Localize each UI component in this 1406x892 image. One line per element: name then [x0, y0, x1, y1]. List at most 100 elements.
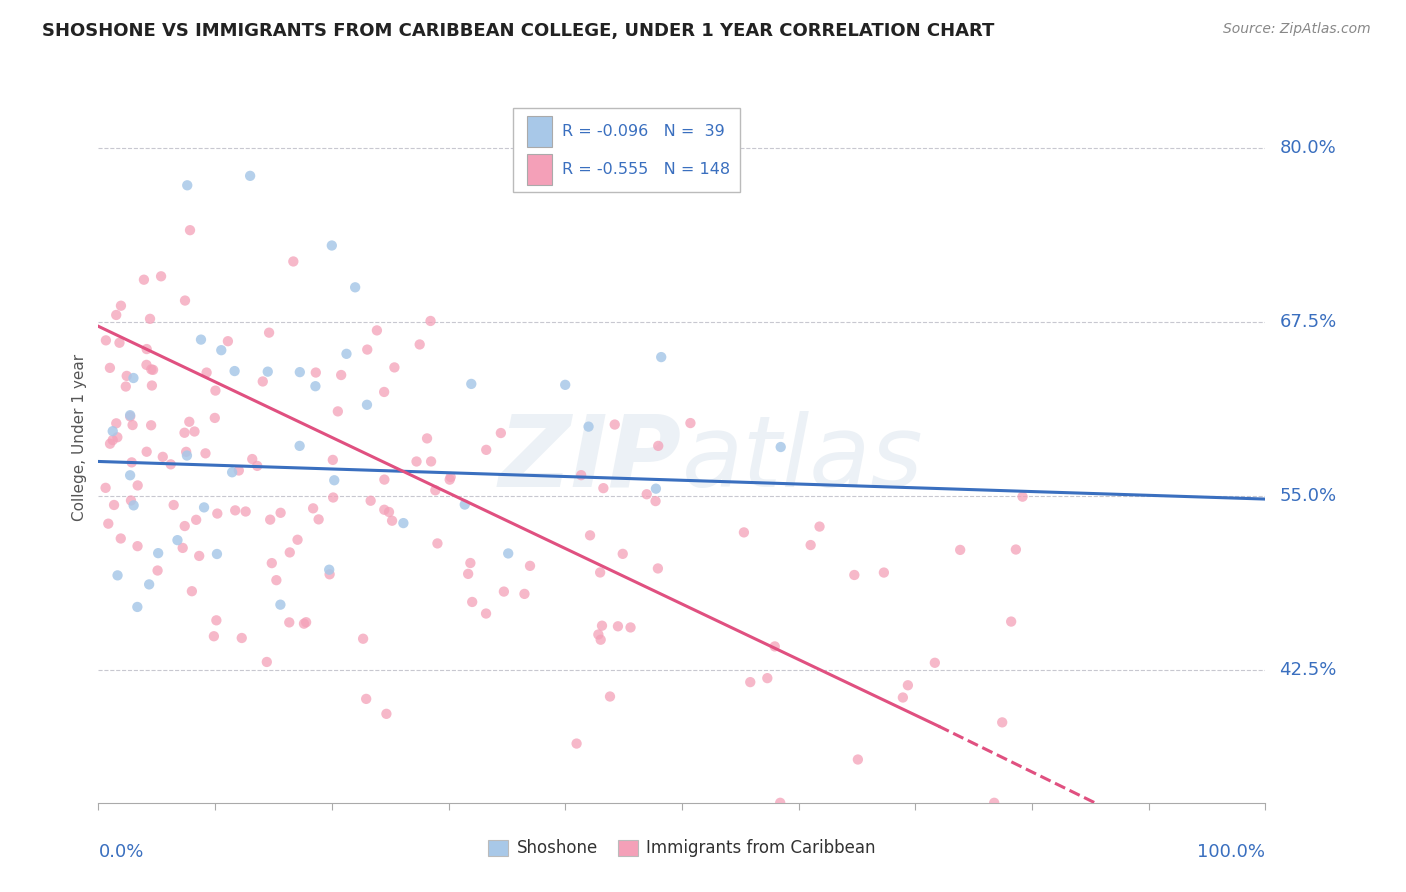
- Point: [127, 599, 149, 614]
- Point: [295, 615, 318, 630]
- Point: [588, 627, 610, 641]
- Point: [94, 334, 117, 348]
- Point: [366, 323, 388, 337]
- Point: [217, 334, 239, 349]
- Point: [375, 706, 398, 721]
- Point: [352, 632, 374, 646]
- Point: [330, 368, 353, 382]
- Point: [108, 335, 131, 350]
- Point: [373, 473, 395, 487]
- Point: [381, 514, 404, 528]
- Point: [808, 519, 831, 533]
- Point: [1005, 542, 1028, 557]
- Point: [179, 223, 201, 237]
- Point: [335, 347, 357, 361]
- Point: [202, 629, 225, 643]
- Point: [94, 481, 117, 495]
- Point: [142, 363, 165, 377]
- Point: [891, 690, 914, 705]
- Point: [924, 656, 946, 670]
- Text: SHOSHONE VS IMMIGRANTS FROM CARIBBEAN COLLEGE, UNDER 1 YEAR CORRELATION CHART: SHOSHONE VS IMMIGRANTS FROM CARIBBEAN CO…: [42, 22, 994, 40]
- Point: [378, 505, 401, 519]
- Point: [489, 425, 512, 440]
- Point: [195, 366, 218, 380]
- Point: [139, 311, 162, 326]
- Point: [176, 178, 198, 193]
- Point: [405, 454, 427, 468]
- Point: [260, 556, 283, 570]
- Point: [270, 506, 292, 520]
- Point: [278, 545, 301, 559]
- Point: [322, 491, 344, 505]
- Point: [304, 379, 326, 393]
- Point: [554, 377, 576, 392]
- Point: [252, 375, 274, 389]
- Point: [121, 455, 143, 469]
- Point: [97, 516, 120, 531]
- Point: [419, 314, 441, 328]
- Point: [384, 360, 406, 375]
- Point: [146, 546, 169, 560]
- Point: [769, 796, 792, 810]
- Point: [647, 439, 669, 453]
- Text: 0.0%: 0.0%: [98, 843, 143, 861]
- Point: [141, 378, 163, 392]
- Text: 67.5%: 67.5%: [1279, 313, 1337, 331]
- Point: [122, 371, 145, 385]
- Point: [321, 238, 343, 252]
- Point: [173, 519, 195, 533]
- Point: [302, 501, 325, 516]
- Point: [373, 384, 395, 399]
- Point: [172, 541, 194, 555]
- Point: [205, 547, 228, 561]
- Point: [166, 533, 188, 548]
- FancyBboxPatch shape: [513, 108, 741, 192]
- Point: [135, 342, 157, 356]
- Point: [176, 449, 198, 463]
- Point: [240, 452, 263, 467]
- Point: [599, 690, 621, 704]
- Point: [733, 525, 755, 540]
- Point: [105, 430, 128, 444]
- Point: [356, 343, 378, 357]
- Point: [440, 470, 463, 484]
- Point: [844, 568, 866, 582]
- Point: [318, 567, 340, 582]
- Point: [460, 556, 482, 570]
- Point: [256, 655, 278, 669]
- Point: [326, 404, 349, 418]
- Point: [266, 573, 288, 587]
- Text: R = -0.555   N = 148: R = -0.555 N = 148: [562, 161, 730, 177]
- Text: 80.0%: 80.0%: [1279, 139, 1336, 157]
- Point: [132, 273, 155, 287]
- Point: [607, 619, 630, 633]
- Point: [645, 482, 668, 496]
- Point: [679, 416, 702, 430]
- Point: [475, 442, 498, 457]
- Point: [426, 536, 449, 550]
- Point: [578, 419, 600, 434]
- Point: [846, 752, 869, 766]
- Point: [235, 504, 257, 518]
- Point: [259, 513, 281, 527]
- Point: [141, 362, 163, 376]
- Point: [897, 678, 920, 692]
- Point: [122, 499, 145, 513]
- Point: [107, 568, 129, 582]
- Point: [288, 439, 311, 453]
- Point: [180, 584, 202, 599]
- Y-axis label: College, Under 1 year: College, Under 1 year: [72, 353, 87, 521]
- Point: [1000, 615, 1022, 629]
- Point: [619, 620, 641, 634]
- Point: [209, 343, 232, 358]
- Point: [292, 616, 315, 631]
- Point: [513, 587, 536, 601]
- Point: [110, 532, 132, 546]
- Point: [439, 473, 461, 487]
- Point: [127, 539, 149, 553]
- Point: [121, 418, 143, 433]
- Point: [475, 607, 498, 621]
- Point: [101, 424, 124, 438]
- Point: [231, 631, 253, 645]
- Point: [120, 409, 142, 424]
